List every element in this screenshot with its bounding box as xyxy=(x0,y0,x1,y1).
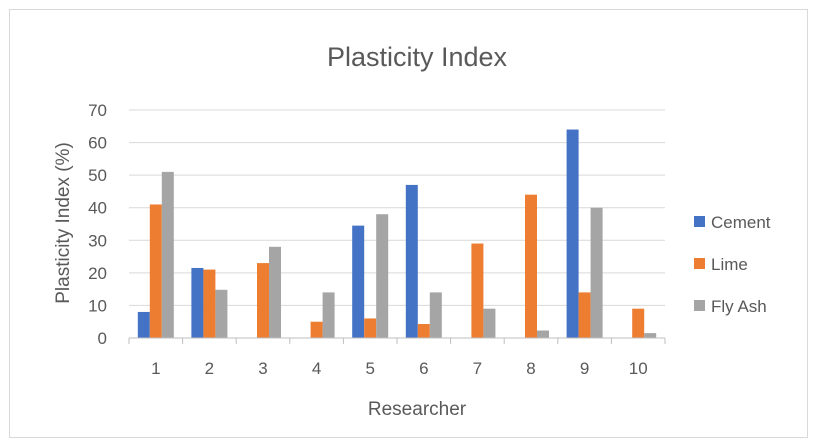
bar-lime-7 xyxy=(471,243,484,338)
bars xyxy=(137,129,657,338)
x-tick-label: 2 xyxy=(205,359,214,378)
bar-lime-9 xyxy=(578,292,591,338)
bar-fly-ash-10 xyxy=(644,333,657,338)
x-axis-label: Researcher xyxy=(368,399,467,420)
bar-fly-ash-1 xyxy=(161,171,174,338)
bar-cement-6 xyxy=(405,184,418,338)
bar-fly-ash-2 xyxy=(215,289,228,338)
y-tick-label: 10 xyxy=(88,296,107,315)
bar-cement-9 xyxy=(566,129,579,338)
y-tick-label: 40 xyxy=(88,199,107,218)
bar-fly-ash-5 xyxy=(376,214,389,338)
bar-cement-2 xyxy=(191,267,204,338)
bar-lime-5 xyxy=(364,318,377,338)
legend-label: Lime xyxy=(711,255,748,274)
bar-fly-ash-8 xyxy=(537,330,549,338)
x-tick-label: 6 xyxy=(419,359,428,378)
x-tick-label: 10 xyxy=(629,359,648,378)
legend-label: Fly Ash xyxy=(711,297,767,316)
y-tick-label: 0 xyxy=(98,329,107,348)
bar-fly-ash-7 xyxy=(483,308,496,338)
x-tick-label: 5 xyxy=(365,359,374,378)
legend-swatch xyxy=(694,300,705,311)
bar-lime-4 xyxy=(310,321,323,338)
y-axis-label: Plasticity Index (%) xyxy=(53,142,74,304)
bar-cement-5 xyxy=(352,225,365,338)
x-tick-label: 7 xyxy=(473,359,482,378)
bar-cement-1 xyxy=(137,311,150,338)
x-tick-labels: 1 2 3 4 5 6 7 8 9 10 xyxy=(128,338,666,378)
bar-lime-3 xyxy=(257,263,269,338)
y-tick-labels: 0 10 20 30 40 50 60 70 xyxy=(88,101,107,348)
legend-label: Cement xyxy=(711,213,771,232)
y-tick-label: 50 xyxy=(88,166,107,185)
y-tick-label: 70 xyxy=(88,101,107,120)
x-tick-label: 8 xyxy=(526,359,535,378)
y-tick-label: 20 xyxy=(88,264,107,283)
chart-title: Plasticity Index xyxy=(327,42,508,72)
bar-fly-ash-6 xyxy=(429,292,442,338)
bar-fly-ash-3 xyxy=(269,246,281,338)
bar-lime-1 xyxy=(149,204,162,338)
x-tick-label: 4 xyxy=(312,359,321,378)
bar-fly-ash-4 xyxy=(322,292,335,338)
bar-lime-2 xyxy=(203,269,216,338)
legend: Cement Lime Fly Ash xyxy=(694,213,771,316)
bar-lime-6 xyxy=(417,323,430,338)
legend-swatch xyxy=(694,216,705,227)
bar-fly-ash-9 xyxy=(590,207,603,338)
bar-lime-10 xyxy=(632,308,645,338)
x-tick-label: 3 xyxy=(258,359,267,378)
y-tick-label: 60 xyxy=(88,134,107,153)
x-tick-label: 9 xyxy=(580,359,589,378)
x-tick-label: 1 xyxy=(151,359,160,378)
bar-lime-8 xyxy=(525,194,537,338)
legend-swatch xyxy=(694,258,705,269)
y-tick-label: 30 xyxy=(88,231,107,250)
